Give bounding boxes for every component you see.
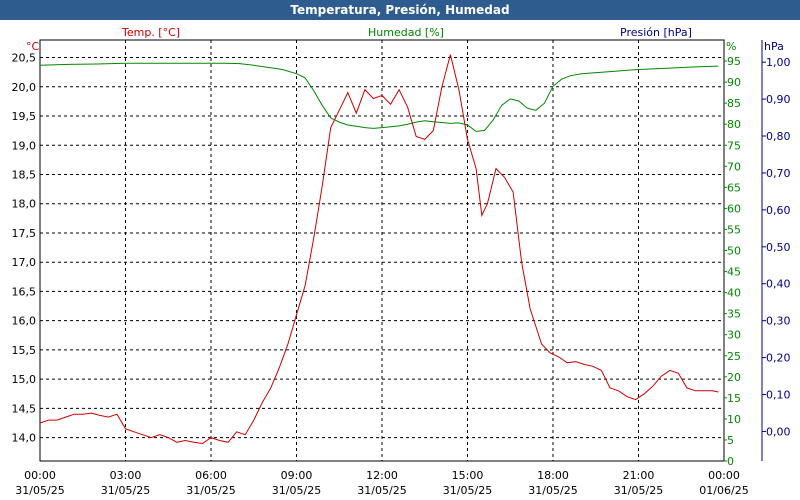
hum-tick-label: 55 (727, 223, 741, 236)
hum-tick-label: 15 (727, 392, 741, 405)
temp-tick-label: 14,0 (12, 432, 37, 445)
temp-tick-label: 17,0 (12, 256, 37, 269)
hum-tick-label: 90 (727, 76, 741, 89)
x-tick-time: 06:00 (195, 469, 227, 482)
hum-tick-label: 35 (727, 308, 741, 321)
chart-area: Temp. [°C] Humedad [%] Presión [hPa] °C … (12, 26, 791, 497)
hum-unit-label: % (726, 40, 736, 53)
pres-tick-label: 0,50 (766, 241, 791, 254)
hum-tick-label: 10 (727, 413, 741, 426)
temp-tick-label: 20,5 (12, 52, 37, 65)
hum-tick-label: 85 (727, 97, 741, 110)
pres-tick-label: 0,60 (766, 204, 791, 217)
hum-tick-label: 95 (727, 55, 741, 68)
x-tick-date: 31/05/25 (443, 484, 492, 497)
hum-tick-label: 30 (727, 329, 741, 342)
pres-axis-label: Presión [hPa] (620, 26, 692, 39)
hum-axis-label: Humedad [%] (368, 26, 444, 39)
x-tick-time: 03:00 (110, 469, 142, 482)
temp-tick-label: 18,0 (12, 198, 37, 211)
grid-lines (40, 40, 724, 461)
hum-axis-ticks: 0 5 10 15 20 25 30 35 40 45 50 55 60 65 70 75 80 85 90 95 (724, 55, 741, 468)
hum-tick-label: 70 (727, 160, 741, 173)
x-axis-ticks: 00:00 31/05/25 03:00 31/05/25 06:00 31/05/25 0… (15, 469, 748, 497)
temp-axis-label: Temp. [°C] (121, 26, 180, 39)
pres-tick-label: 0,80 (766, 130, 791, 143)
pres-tick-label: 0,40 (766, 278, 791, 291)
x-tick-time: 00:00 (708, 469, 740, 482)
pres-tick-label: 0,00 (766, 425, 791, 438)
pres-tick-label: 0,10 (766, 389, 791, 402)
temp-tick-label: 14,5 (12, 402, 37, 415)
hum-tick-label: 80 (727, 118, 741, 131)
temp-tick-label: 17,5 (12, 227, 37, 240)
temp-tick-label: 18,5 (12, 168, 37, 181)
temp-tick-label: 15,5 (12, 344, 37, 357)
pres-tick-label: 0,30 (766, 315, 791, 328)
x-tick-time: 18:00 (537, 469, 569, 482)
temp-unit-label: °C (26, 40, 40, 53)
x-tick-time: 21:00 (623, 469, 655, 482)
series-line-humedad (39, 62, 719, 132)
hum-tick-label: 60 (727, 202, 741, 215)
temp-tick-label: 15,0 (12, 373, 37, 386)
hum-tick-label: 50 (727, 245, 741, 258)
temp-axis-ticks: 14,0 14,5 15,0 15,5 16,0 16,5 17,0 17,5 18,0 18,5… (12, 52, 37, 445)
x-tick-time: 15:00 (452, 469, 484, 482)
pres-unit-label: hPa (764, 40, 784, 53)
x-tick-date: 31/05/25 (186, 484, 235, 497)
x-tick-date: 31/05/25 (272, 484, 321, 497)
hum-tick-label: 20 (727, 371, 741, 384)
temp-tick-label: 19,5 (12, 110, 37, 123)
temp-tick-label: 16,0 (12, 315, 37, 328)
pres-tick-label: 0,20 (766, 352, 791, 365)
x-tick-date: 01/06/25 (699, 484, 748, 497)
series-line-temp (39, 54, 719, 445)
x-tick-date: 31/05/25 (101, 484, 150, 497)
temp-tick-label: 19,0 (12, 139, 37, 152)
temp-tick-label: 20,0 (12, 81, 37, 94)
x-tick-time: 00:00 (24, 469, 56, 482)
temp-tick-label: 16,5 (12, 285, 37, 298)
hum-tick-label: 40 (727, 287, 741, 300)
x-tick-date: 31/05/25 (528, 484, 577, 497)
chart-title: Temperatura, Presión, Humedad (0, 0, 800, 20)
x-tick-date: 31/05/25 (15, 484, 64, 497)
pres-tick-label: 0,90 (766, 93, 791, 106)
hum-tick-label: 25 (727, 350, 741, 363)
hum-tick-label: 75 (727, 139, 741, 152)
pres-axis-ticks: 0,00 0,10 0,20 0,30 0,40 0,50 0,60 0,70 0,80 0,90… (762, 56, 791, 438)
hum-tick-label: 5 (727, 434, 734, 447)
x-tick-time: 09:00 (281, 469, 313, 482)
pres-tick-label: 1,00 (766, 56, 791, 69)
hum-tick-label: 65 (727, 181, 741, 194)
x-tick-date: 31/05/25 (614, 484, 663, 497)
hum-tick-label: 45 (727, 266, 741, 279)
x-tick-time: 12:00 (366, 469, 398, 482)
pres-tick-label: 0,70 (766, 167, 791, 180)
x-tick-date: 31/05/25 (357, 484, 406, 497)
hum-tick-label: 0 (727, 455, 734, 468)
